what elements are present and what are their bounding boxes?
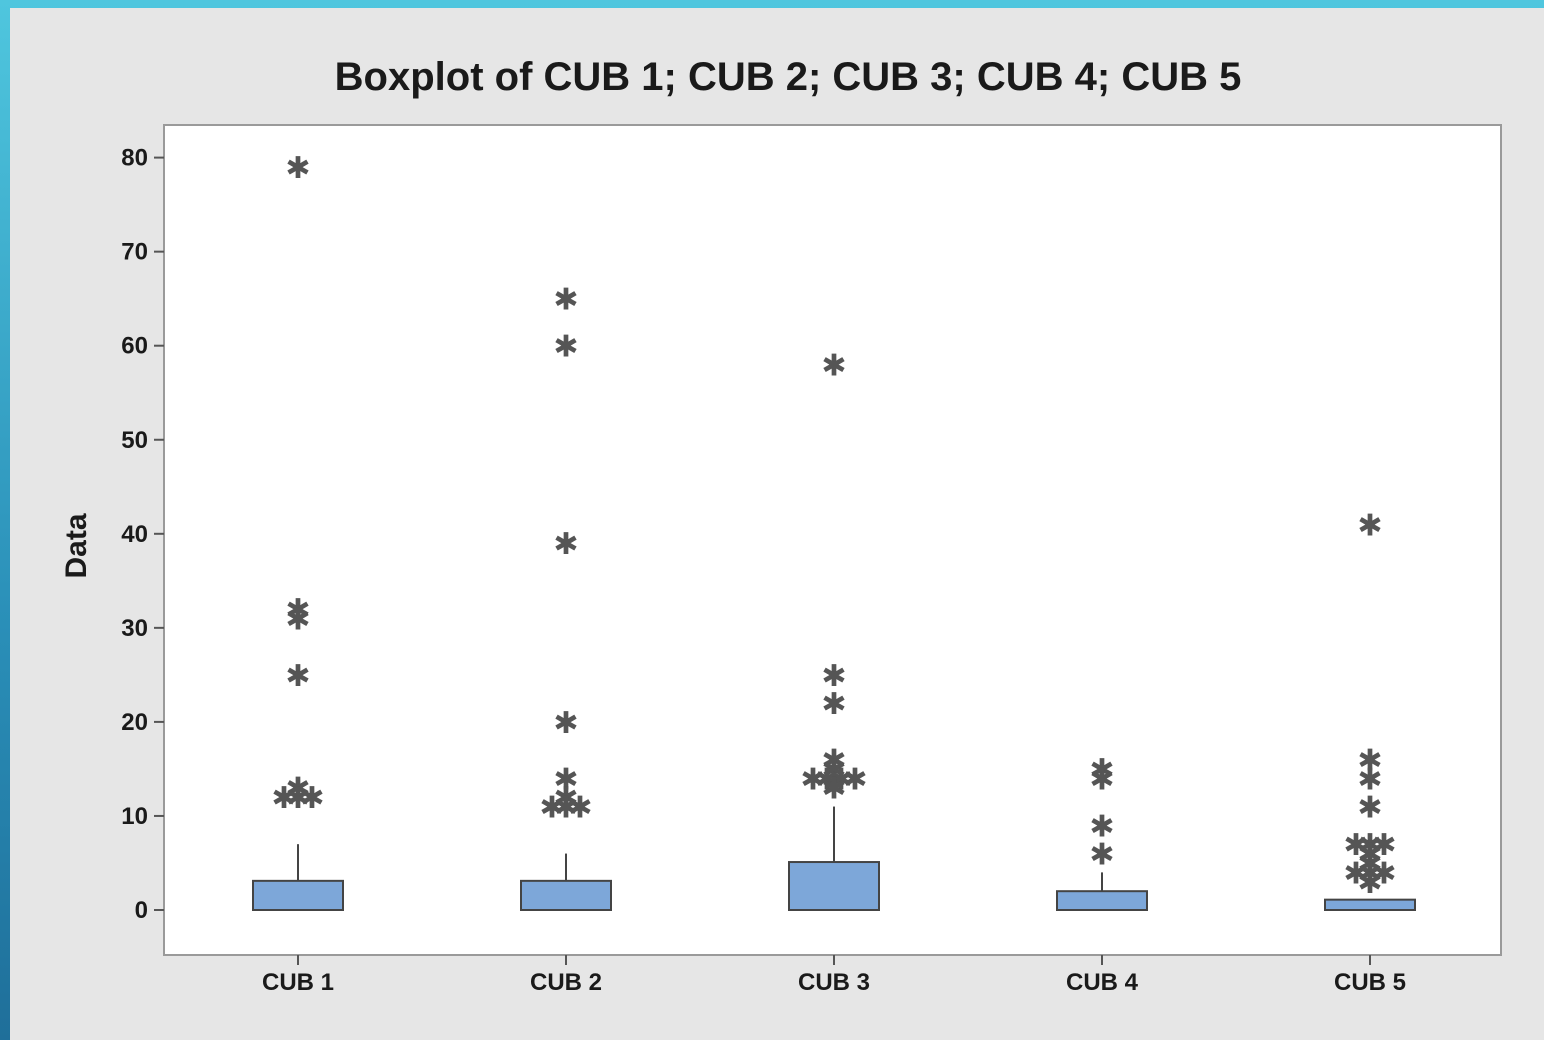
outlier-point: ✱	[299, 781, 324, 816]
box	[252, 879, 344, 911]
outlier-point: ✱	[1357, 828, 1382, 863]
y-tick-label: 80	[121, 145, 148, 172]
box	[1056, 890, 1148, 912]
outlier-point: ✱	[285, 659, 310, 694]
outlier-point: ✱	[821, 659, 846, 694]
chart-frame: Boxplot of CUB 1; CUB 2; CUB 3; CUB 4; C…	[10, 8, 1544, 1040]
outlier-point: ✱	[553, 527, 578, 562]
x-tick-label: CUB 2	[530, 969, 602, 996]
y-tick-label: 30	[121, 615, 148, 642]
x-tick-label: CUB 3	[798, 969, 870, 996]
outlier-point: ✱	[1357, 762, 1382, 797]
outlier-point: ✱	[1343, 828, 1368, 863]
outlier-point: ✱	[539, 791, 564, 826]
outlier-point: ✱	[1357, 508, 1382, 543]
x-tick-label: CUB 5	[1334, 969, 1406, 996]
outlier-point: ✱	[285, 781, 310, 816]
outlier-point: ✱	[821, 687, 846, 722]
outlier-point: ✱	[285, 602, 310, 637]
outlier-point: ✱	[553, 706, 578, 741]
y-tick-label: 20	[121, 709, 148, 736]
box	[520, 879, 612, 911]
outlier-point: ✱	[1343, 856, 1368, 891]
outlier-point: ✱	[821, 753, 846, 788]
y-tick-label: 40	[121, 521, 148, 548]
outlier-point: ✱	[1357, 838, 1382, 873]
outlier-point: ✱	[821, 349, 846, 384]
box	[1324, 898, 1416, 911]
boxplot-chart: Boxplot of CUB 1; CUB 2; CUB 3; CUB 4; C…	[60, 55, 1502, 996]
box	[788, 861, 880, 911]
outlier-point: ✱	[553, 781, 578, 816]
outlier-point: ✱	[1357, 847, 1382, 882]
outlier-point: ✱	[1089, 753, 1114, 788]
outlier-point: ✱	[553, 330, 578, 365]
outlier-point: ✱	[567, 791, 592, 826]
outlier-point: ✱	[821, 772, 846, 807]
outlier-point: ✱	[1357, 856, 1382, 891]
outlier-point: ✱	[553, 762, 578, 797]
outlier-point: ✱	[821, 744, 846, 779]
outlier-point: ✱	[1089, 838, 1114, 873]
y-tick-label: 10	[121, 803, 148, 830]
outlier-point: ✱	[285, 151, 310, 186]
x-tick-label: CUB 1	[262, 969, 334, 996]
outlier-point: ✱	[553, 791, 578, 826]
outlier-point: ✱	[814, 762, 839, 797]
outlier-point: ✱	[1371, 828, 1396, 863]
y-tick-label: 50	[121, 427, 148, 454]
outlier-point: ✱	[842, 762, 867, 797]
plot-area	[163, 124, 1502, 956]
y-tick-label: 0	[135, 897, 148, 924]
outlier-point: ✱	[1357, 791, 1382, 826]
outlier-point: ✱	[800, 762, 825, 797]
y-tick-label: 60	[121, 333, 148, 360]
outlier-point: ✱	[285, 593, 310, 628]
y-axis-label: Data	[60, 513, 93, 578]
outlier-point: ✱	[271, 781, 296, 816]
outlier-point: ✱	[1357, 744, 1382, 779]
outlier-point: ✱	[828, 762, 853, 797]
outlier-point: ✱	[285, 772, 310, 807]
outlier-point: ✱	[1089, 809, 1114, 844]
outlier-point: ✱	[1357, 866, 1382, 901]
y-tick-label: 70	[121, 239, 148, 266]
outlier-point: ✱	[1089, 762, 1114, 797]
outlier-point: ✱	[553, 283, 578, 318]
x-tick-label: CUB 4	[1066, 969, 1139, 996]
chart-title: Boxplot of CUB 1; CUB 2; CUB 3; CUB 4; C…	[335, 55, 1242, 99]
outlier-point: ✱	[1371, 856, 1396, 891]
